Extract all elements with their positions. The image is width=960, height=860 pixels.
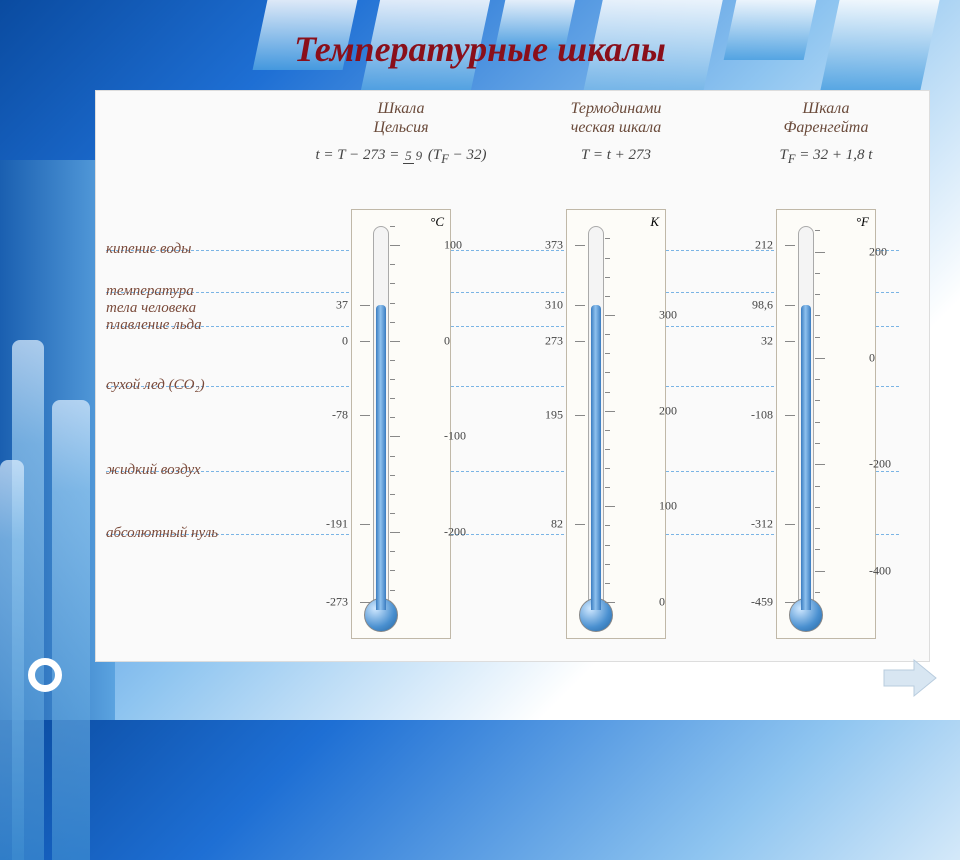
mark-label: 195 xyxy=(523,408,563,423)
fahrenheit-column: ШкалаФаренгейта TF = 32 + 1,8 t °F 200 0 -200… xyxy=(721,91,931,663)
axis-tick-label: 100 xyxy=(394,238,444,253)
unit-label: K xyxy=(650,214,659,230)
mark-label: -312 xyxy=(733,516,773,531)
axis-tick-label: -200 xyxy=(394,525,444,540)
mark-label: 373 xyxy=(523,238,563,253)
mark-label: 32 xyxy=(733,333,773,348)
axis-tick-label: -200 xyxy=(819,457,869,472)
phenomenon-label: сухой лед (CO₂) xyxy=(106,377,205,394)
thermometer: °C1000-100-200370-78-191-273 xyxy=(351,209,451,639)
diagram-area: кипение воды температуратела человекаплав… xyxy=(95,90,930,662)
thermometer: °F2000-200-40021298,632-108-312-459 xyxy=(776,209,876,639)
axis-tick-label: 100 xyxy=(609,499,659,514)
axis-tick-label: -100 xyxy=(394,429,444,444)
next-arrow-button[interactable] xyxy=(882,658,938,698)
scale-title: ШкалаФаренгейта xyxy=(721,99,931,137)
scale-title: Термодинамическая шкала xyxy=(511,99,721,137)
mark-label: -273 xyxy=(308,595,348,610)
axis-tick-label: 0 xyxy=(609,595,659,610)
scale-title: ШкалаЦельсия xyxy=(296,99,506,137)
axis-tick-label: 200 xyxy=(819,244,869,259)
unit-label: °C xyxy=(430,214,444,230)
mark-label: 310 xyxy=(523,298,563,313)
thermometer: K300200100037331027319582 xyxy=(566,209,666,639)
mark-label: 273 xyxy=(523,333,563,348)
phenomenon-label: жидкий воздух xyxy=(106,462,201,479)
kelvin-column: Термодинамическая шкала T = t + 273 K 300 20… xyxy=(511,91,721,663)
mercury-fill xyxy=(801,305,811,610)
mercury-fill xyxy=(376,305,386,610)
scale-formula: TF = 32 + 1,8 t xyxy=(721,147,931,167)
mark-label: -459 xyxy=(733,595,773,610)
slide-title: Температурные шкалы xyxy=(0,28,960,70)
mark-label: -191 xyxy=(308,516,348,531)
mark-label: 37 xyxy=(308,298,348,313)
phenomenon-label: температуратела человека xyxy=(106,283,196,316)
axis-tick-label: -400 xyxy=(819,563,869,578)
mark-label: 98,6 xyxy=(733,298,773,313)
scale-formula: t = T − 273 = 59 (TF − 32) xyxy=(296,147,506,167)
mark-label: 212 xyxy=(733,238,773,253)
ring-decoration xyxy=(28,658,62,692)
phenomenon-label: кипение воды xyxy=(106,241,191,258)
mark-label: -108 xyxy=(733,408,773,423)
phenomenon-label: плавление льда xyxy=(106,317,202,334)
axis-tick-label: 0 xyxy=(394,333,444,348)
phenomenon-label: абсолютный нуль xyxy=(106,525,218,542)
unit-label: °F xyxy=(856,214,869,230)
arrow-right-icon xyxy=(882,658,938,698)
axis-tick-label: 0 xyxy=(819,350,869,365)
mark-label: 0 xyxy=(308,333,348,348)
axis-tick-label: 300 xyxy=(609,307,659,322)
mark-label: -78 xyxy=(308,408,348,423)
axis-tick-label: 200 xyxy=(609,403,659,418)
celsius-column: ШкалаЦельсия t = T − 273 = 59 (TF − 32) °C… xyxy=(296,91,506,663)
mercury-fill xyxy=(591,305,601,610)
mark-label: 82 xyxy=(523,516,563,531)
scale-formula: T = t + 273 xyxy=(511,147,721,164)
